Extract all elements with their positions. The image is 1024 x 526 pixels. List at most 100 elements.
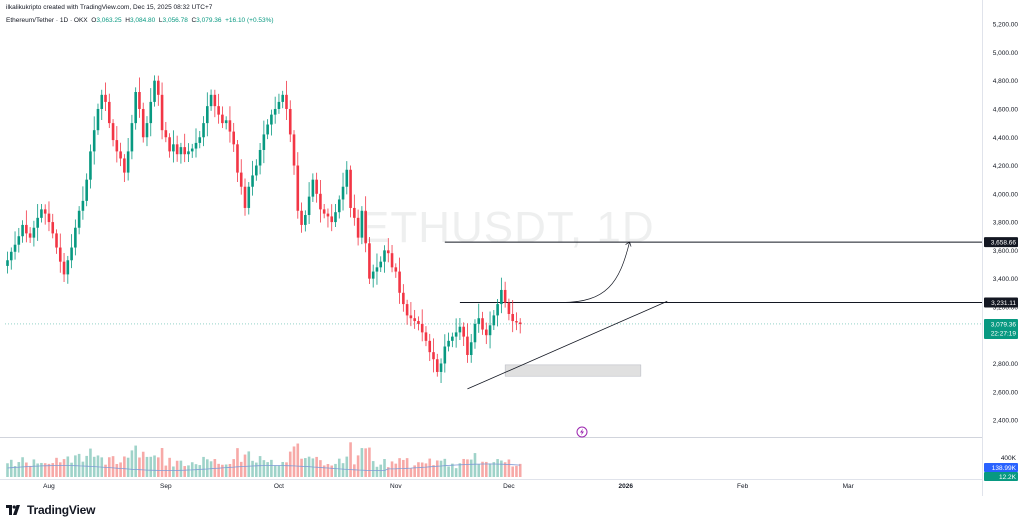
candle-body[interactable] — [413, 318, 416, 322]
candle-body[interactable] — [115, 140, 119, 152]
candle-body[interactable] — [141, 108, 145, 138]
candle-body[interactable] — [9, 251, 13, 261]
candle-body[interactable] — [217, 106, 220, 115]
candle-body[interactable] — [511, 313, 514, 322]
candle-body[interactable] — [6, 260, 9, 266]
candle-body[interactable] — [360, 210, 364, 238]
candle-body[interactable] — [239, 172, 243, 187]
candle-body[interactable] — [304, 215, 307, 225]
candle-body[interactable] — [262, 134, 266, 150]
candle-body[interactable] — [58, 247, 62, 262]
candle-body[interactable] — [334, 212, 337, 223]
candle-body[interactable] — [168, 137, 171, 152]
candle-body[interactable] — [209, 94, 213, 107]
candle-body[interactable] — [349, 169, 352, 208]
candle-body[interactable] — [394, 267, 398, 272]
candle-body[interactable] — [157, 80, 160, 95]
candle-body[interactable] — [405, 304, 409, 316]
candle-body[interactable] — [100, 94, 104, 109]
candle-body[interactable] — [281, 94, 285, 102]
candle-body[interactable] — [390, 253, 394, 268]
candle-body[interactable] — [190, 148, 194, 152]
candle-body[interactable] — [428, 340, 432, 353]
candle-body[interactable] — [292, 134, 296, 166]
candle-body[interactable] — [96, 108, 100, 131]
candle-body[interactable] — [153, 80, 156, 102]
candle-body[interactable] — [398, 271, 401, 293]
candle-body[interactable] — [251, 175, 254, 187]
candle-body[interactable] — [488, 325, 492, 336]
candle-body[interactable] — [266, 124, 269, 135]
candle-body[interactable] — [119, 151, 122, 159]
candle-body[interactable] — [273, 108, 277, 115]
candle-body[interactable] — [315, 179, 318, 194]
candle-body[interactable] — [500, 289, 503, 305]
candle-body[interactable] — [107, 101, 111, 124]
candle-body[interactable] — [420, 323, 424, 333]
candle-body[interactable] — [160, 94, 164, 131]
candle-body[interactable] — [32, 227, 36, 238]
candle-body[interactable] — [368, 243, 371, 279]
candle-body[interactable] — [111, 123, 115, 141]
candle-body[interactable] — [469, 342, 473, 355]
candle-body[interactable] — [126, 151, 130, 173]
candle-body[interactable] — [66, 260, 70, 275]
candle-body[interactable] — [288, 108, 292, 135]
candle-body[interactable] — [255, 165, 258, 176]
candle-body[interactable] — [447, 340, 450, 347]
candle-body[interactable] — [247, 186, 251, 208]
candle-body[interactable] — [454, 332, 458, 337]
candle-body[interactable] — [213, 94, 217, 107]
candle-body[interactable] — [481, 318, 484, 330]
candle-body[interactable] — [183, 147, 186, 155]
candle-body[interactable] — [206, 106, 209, 124]
candle-body[interactable] — [375, 267, 379, 272]
candle-body[interactable] — [409, 315, 413, 319]
candle-body[interactable] — [270, 114, 273, 125]
candle-body[interactable] — [123, 158, 126, 173]
projection-arrow[interactable] — [561, 241, 630, 303]
candle-body[interactable] — [439, 363, 443, 372]
candle-body[interactable] — [503, 289, 507, 303]
candle-body[interactable] — [341, 186, 345, 200]
candle-body[interactable] — [330, 216, 334, 223]
candle-body[interactable] — [451, 336, 454, 341]
candle-body[interactable] — [371, 271, 375, 279]
candle-body[interactable] — [145, 123, 149, 138]
candle-body[interactable] — [364, 210, 367, 244]
candle-body[interactable] — [85, 179, 88, 201]
candle-body[interactable] — [104, 94, 107, 102]
candle-body[interactable] — [496, 304, 499, 316]
candle-body[interactable] — [386, 250, 390, 254]
candle-body[interactable] — [40, 209, 43, 218]
candle-body[interactable] — [319, 193, 322, 210]
candle-body[interactable] — [518, 322, 522, 325]
tradingview-logo[interactable]: TradingView — [6, 503, 95, 517]
candle-body[interactable] — [228, 120, 232, 132]
candle-body[interactable] — [515, 321, 518, 323]
candle-body[interactable] — [435, 359, 439, 372]
candle-body[interactable] — [55, 233, 58, 248]
candle-body[interactable] — [443, 346, 447, 364]
candle-body[interactable] — [424, 332, 428, 341]
candle-body[interactable] — [507, 302, 511, 314]
candle-body[interactable] — [17, 236, 21, 245]
candle-body[interactable] — [134, 92, 137, 124]
candle-body[interactable] — [417, 321, 420, 324]
candle-body[interactable] — [232, 131, 235, 145]
candle-body[interactable] — [356, 217, 360, 238]
candle-body[interactable] — [258, 149, 262, 166]
candle-body[interactable] — [138, 92, 141, 109]
candle-body[interactable] — [47, 213, 51, 223]
candle-body[interactable] — [62, 261, 66, 275]
candle-body[interactable] — [492, 315, 496, 326]
candle-body[interactable] — [243, 186, 247, 208]
candle-body[interactable] — [149, 101, 153, 124]
candle-body[interactable] — [285, 94, 288, 109]
candle-body[interactable] — [337, 199, 341, 213]
candle-body[interactable] — [353, 207, 356, 218]
candle-body[interactable] — [51, 222, 55, 234]
candle-body[interactable] — [379, 261, 383, 268]
candle-body[interactable] — [277, 101, 281, 109]
